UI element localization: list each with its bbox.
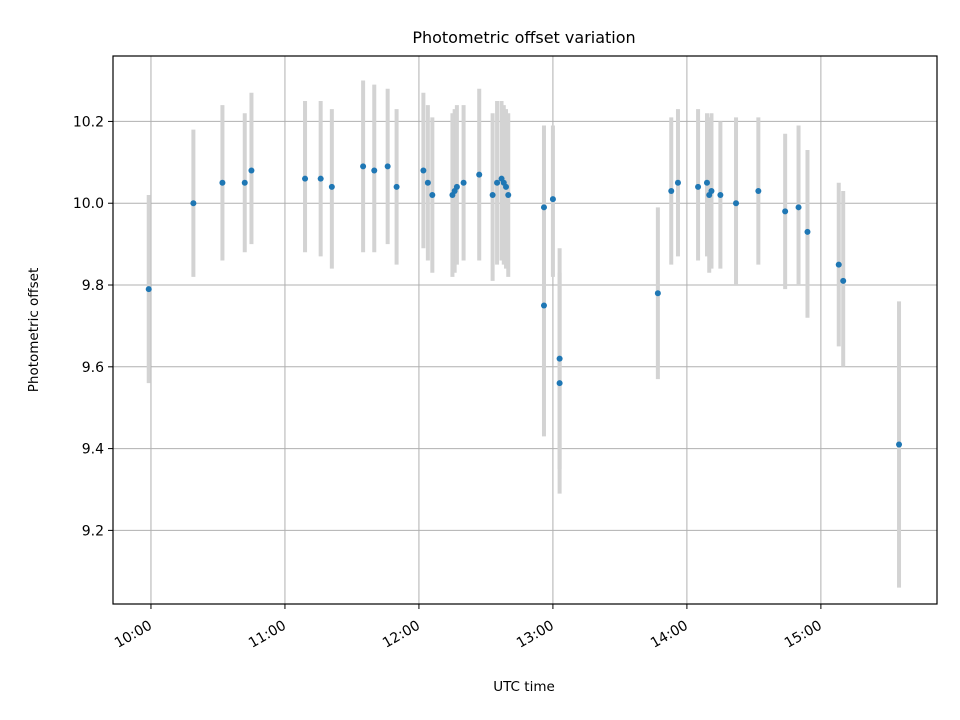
y-axis-label: Photometric offset: [26, 268, 42, 392]
data-point: [835, 261, 842, 268]
data-point: [505, 192, 512, 199]
x-tick-label: 12:00: [380, 618, 423, 652]
data-point: [460, 179, 467, 186]
x-tick-label: 10:00: [112, 618, 155, 652]
y-axis-ticks: 9.2 9.4 9.6 9.8 10.0 10.2: [73, 114, 113, 539]
data-point: [424, 179, 431, 186]
data-point: [674, 179, 681, 186]
data-point: [717, 192, 724, 199]
error-bars: [146, 80, 902, 588]
data-point: [494, 179, 501, 186]
data-point: [393, 183, 400, 190]
data-point: [540, 204, 547, 211]
data-point: [476, 171, 483, 178]
x-tick-label: 15:00: [782, 618, 825, 652]
data-point: [795, 204, 802, 211]
data-point: [782, 208, 789, 215]
data-point: [453, 183, 460, 190]
data-point: [489, 192, 496, 199]
y-tick-label: 9.2: [82, 523, 104, 539]
data-point: [248, 167, 255, 174]
x-axis-label: UTC time: [493, 679, 555, 695]
data-point: [302, 175, 309, 182]
data-point: [241, 179, 248, 186]
data-point: [755, 187, 762, 194]
y-tick-label: 10.0: [73, 196, 104, 212]
y-tick-label: 9.4: [82, 442, 104, 458]
data-point: [703, 179, 710, 186]
x-axis-ticks: 10:00 11:00 12:00 13:00 14:00 15:00: [112, 604, 825, 652]
data-point: [695, 183, 702, 190]
data-point: [896, 441, 903, 448]
data-point: [708, 187, 715, 194]
x-tick-label: 14:00: [648, 618, 691, 652]
plot-frame: [112, 55, 938, 605]
data-point: [360, 163, 367, 170]
data-point: [733, 200, 740, 207]
x-tick-label: 11:00: [246, 618, 289, 652]
data-point: [654, 290, 661, 297]
y-tick-label: 9.8: [82, 278, 104, 294]
y-tick-label: 10.2: [73, 114, 104, 130]
data-point: [190, 200, 197, 207]
data-point: [317, 175, 324, 182]
grid-lines: [113, 56, 937, 604]
data-point: [503, 183, 510, 190]
data-point: [804, 228, 811, 235]
data-point: [429, 192, 436, 199]
data-point: [556, 380, 563, 387]
data-point: [219, 179, 226, 186]
y-tick-label: 9.6: [82, 360, 104, 376]
x-tick-label: 13:00: [514, 618, 557, 652]
data-point: [371, 167, 378, 174]
data-point: [840, 277, 847, 284]
data-point: [384, 163, 391, 170]
data-point: [145, 286, 152, 293]
data-point: [556, 355, 563, 362]
data-point: [540, 302, 547, 309]
data-point: [420, 167, 427, 174]
data-point: [328, 183, 335, 190]
data-points: [145, 163, 903, 448]
data-point: [549, 196, 556, 203]
data-point: [668, 187, 675, 194]
chart-title: Photometric offset variation: [412, 28, 635, 47]
